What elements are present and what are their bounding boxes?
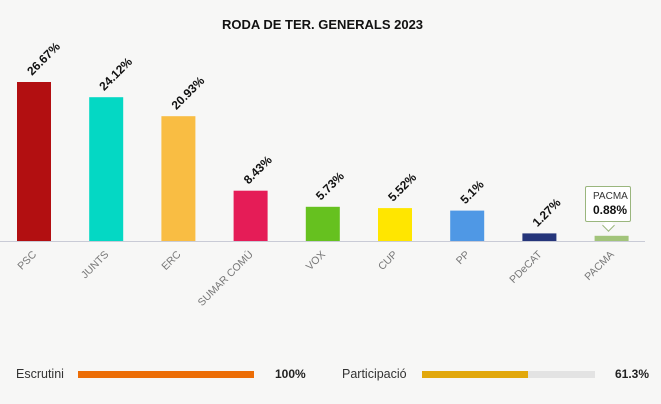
bar-erc[interactable] [161,116,196,241]
escrutini-indicator: Escrutini 100% [0,364,320,384]
tooltip-party-name: PACMA [593,191,628,202]
bar-cup[interactable] [378,208,412,241]
escrutini-label: Escrutini [16,367,64,381]
value-label-junts: 24.12% [96,54,135,93]
participacio-label: Participació [342,367,407,381]
x-tick-label-pacma: PACMA [582,249,616,283]
bar-pdecat[interactable] [522,233,557,241]
x-tick-label-psc: PSC [15,248,39,272]
bar-vox[interactable] [305,206,340,241]
x-tick-label-erc: ERC [159,248,183,272]
value-label-vox: 5.73% [313,169,347,203]
escrutini-value: 100% [275,367,306,381]
value-label-cup: 5.52% [385,170,419,204]
x-tick-label-cup: CUP [376,249,400,273]
bar-psc[interactable] [17,82,51,241]
bar-junts[interactable] [89,97,124,241]
escrutini-progress-fill [78,371,254,378]
x-tick-label-vox: VOX [304,249,328,273]
x-tick-label-junts: JUNTS [79,249,111,281]
x-tick-label-sumar-com-: SUMAR COMÚ [195,248,256,309]
value-label-sumar-com-: 8.43% [241,153,275,187]
participacio-indicator: Participació 61.3% [320,364,661,384]
bar-pacma[interactable] [594,235,629,241]
results-bar-chart: 26.67% PSC 24.12% JUNTS 20.93% ERC 8.43% SUMAR … [0,39,645,309]
value-label-pp: 5.1% [457,177,486,206]
chart-title: RODA DE TER. GENERALS 2023 [221,17,424,32]
x-tick-label-pp: PP [454,249,472,267]
participacio-progress-bar [422,371,595,378]
tooltip-party-value: 0.88% [593,203,628,217]
value-label-psc: 26.67% [24,39,63,78]
participacio-value: 61.3% [615,367,650,381]
x-tick-label-pdecat: PDeCAT [507,248,545,286]
value-label-erc: 20.93% [169,73,208,112]
bar-sumar-com-[interactable] [233,190,268,241]
bar-tooltip: PACMA 0.88% [585,186,631,222]
value-label-pdecat: 1.27% [530,195,564,229]
escrutini-progress-bar [78,371,254,378]
participacio-progress-fill [422,371,529,378]
bar-pp[interactable] [450,210,485,241]
